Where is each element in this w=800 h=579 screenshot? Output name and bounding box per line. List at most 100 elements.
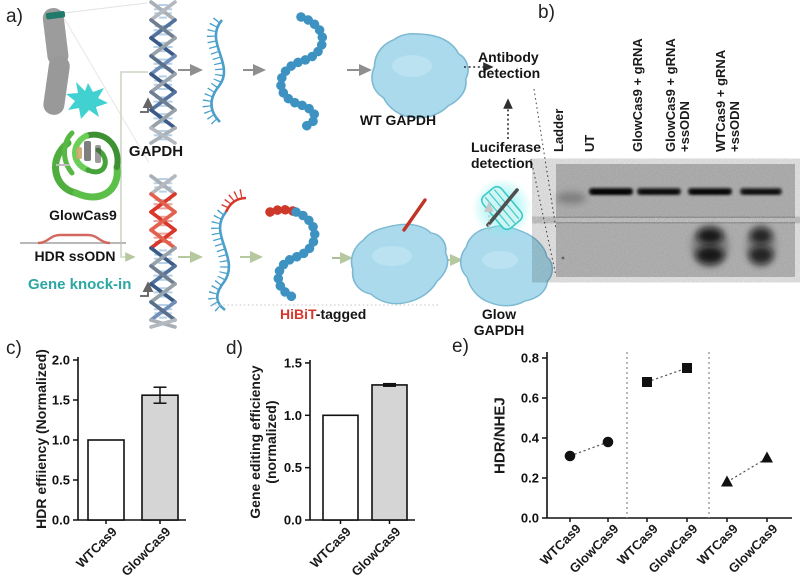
dna-strand [149, 192, 177, 214]
blot-band [688, 188, 732, 195]
y-tick-label: 0.0 [521, 511, 539, 526]
y-tick-label: 2.0 [52, 353, 70, 368]
dna-strand [149, 108, 177, 130]
dna-strand [149, 72, 177, 94]
glowcas9-label: GlowCas9 [49, 207, 117, 223]
dna-strand [149, 72, 177, 94]
panel-a-letter: a) [6, 6, 23, 27]
lane-label: Ladder [551, 108, 566, 152]
panel-b-letter: b) [538, 2, 555, 23]
dna-helix-hibit [149, 174, 177, 329]
panel-c-letter: c) [6, 338, 22, 359]
y-tick-label: 0.5 [284, 460, 302, 475]
mrna-hibit [208, 189, 247, 314]
hibit-tagged-label: HiBiT-tagged [280, 306, 366, 323]
blot-top-membrane [556, 164, 795, 218]
y-tick-label: 0.8 [521, 351, 539, 366]
dna-strand [149, 18, 177, 40]
blot-noise [556, 222, 795, 277]
x-category-label: WTCas9 [72, 524, 120, 571]
y-tick-label: 0.4 [521, 431, 540, 446]
promoter-arrow [140, 281, 154, 297]
dna-strand [149, 90, 177, 112]
y-tick-label: 0.6 [521, 391, 539, 406]
protein-highlight [372, 246, 412, 266]
y-tick-label: 0.0 [284, 513, 302, 528]
promoter-arrow [140, 97, 154, 113]
luciferase-signal-halo [691, 225, 729, 267]
dna-strand [149, 192, 177, 214]
glowcas9-structure [52, 82, 121, 201]
luciferase-detection-label: Luciferase detection [471, 139, 542, 171]
dna-helix-wt [149, 0, 177, 145]
dna-strand [149, 18, 177, 40]
dna-strand [149, 174, 177, 196]
dna-strand [149, 210, 177, 232]
dna-strand [149, 246, 177, 268]
antibody-detection-label: Antibody detection [478, 49, 541, 81]
blot-band [740, 188, 782, 195]
dna-strand [149, 36, 177, 58]
data-point-square [682, 363, 692, 373]
dna-strand [149, 54, 177, 76]
dna-strand [149, 54, 177, 76]
data-point-circle [564, 450, 576, 462]
dna-strand [149, 300, 177, 322]
pair-connector [646, 367, 688, 383]
dna-strand [149, 282, 177, 304]
blot-bottom-membrane [556, 222, 795, 277]
hibit-peptide-beads [265, 205, 301, 217]
blot-band [589, 188, 633, 195]
hdr-ssodn-curve [20, 233, 126, 245]
blot-band-core [691, 190, 729, 194]
lane-label: GlowCas9 + gRNA +ssODN [663, 38, 692, 152]
fluorophore-icon [66, 82, 108, 119]
dna-strand [149, 264, 177, 286]
hibit-text: HiBiT [280, 306, 316, 322]
luciferase-signal-halo [746, 225, 776, 267]
luciferase-barrel-icon [472, 178, 532, 238]
dna-strand [149, 228, 177, 250]
blot-speck [561, 256, 565, 260]
dna-strand [149, 318, 177, 329]
ladder-smear [556, 192, 586, 204]
lane-label: UT [582, 134, 597, 152]
peptide-chain-wt [276, 12, 328, 132]
dna-strand [149, 36, 177, 58]
y-tick-label: 1.0 [284, 408, 302, 423]
zoom-fan-line [63, 2, 148, 14]
wt-gapdh-label: WT GAPDH [359, 112, 437, 128]
y-tick-label: 1.0 [52, 433, 70, 448]
dna-strand [149, 108, 177, 130]
blot-noise [556, 164, 795, 218]
y-tick-label: 1.5 [52, 393, 70, 408]
target-locus-band [45, 11, 66, 20]
chart-c-y-axis-label: HDR effiiency (Normalized) [32, 349, 49, 529]
dna-strand [149, 300, 177, 322]
luciferase-signal [749, 246, 773, 264]
dna-strand [149, 126, 177, 145]
gapdh-label: GAPDH [128, 143, 184, 160]
wt-gapdh-protein [366, 26, 473, 125]
hibit-tag-stick [402, 198, 427, 232]
data-point-circle [602, 436, 614, 448]
y-tick-label: 1.5 [284, 355, 302, 370]
x-category-label: WTCas9 [306, 524, 354, 571]
luciferase-signal [696, 246, 724, 264]
chromosome-icon [42, 8, 70, 115]
blot-band-core [592, 190, 630, 194]
bar-GlowCas9 [141, 394, 179, 521]
x-category-label: GlowCas9 [118, 524, 174, 579]
protein-highlight [482, 251, 518, 269]
lane-label: GlowCas9 + gRNA [630, 38, 645, 152]
dna-strand [149, 228, 177, 250]
peptide-chain-hibit [265, 205, 320, 304]
protein-highlight [392, 55, 432, 77]
mrna-wt [202, 17, 226, 125]
blot-zoom-line [530, 158, 557, 277]
y-tick-label: 0.2 [521, 471, 539, 486]
bar-WTCas9 [322, 414, 359, 521]
luciferase-signal [697, 228, 723, 244]
dna-strand [149, 246, 177, 268]
